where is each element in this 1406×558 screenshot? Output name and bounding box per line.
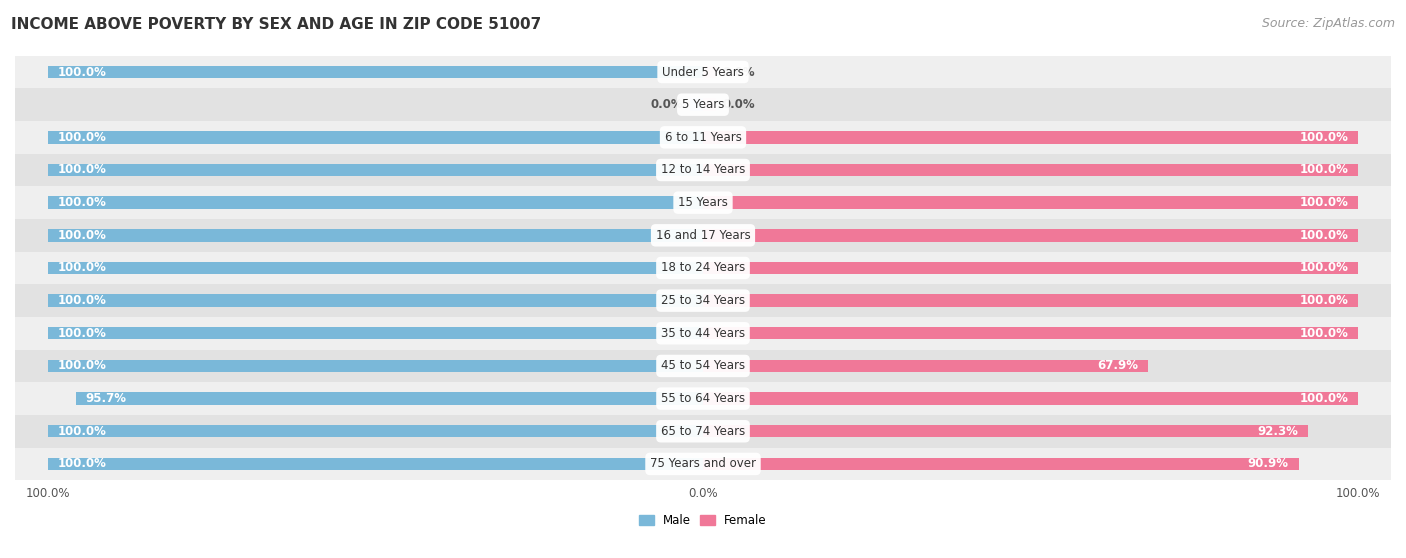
Bar — [15, 252, 1391, 285]
Bar — [15, 382, 1391, 415]
Bar — [703, 327, 1358, 339]
Bar — [703, 392, 1358, 405]
Text: 100.0%: 100.0% — [58, 359, 107, 372]
Text: 0.0%: 0.0% — [723, 65, 755, 79]
Text: 100.0%: 100.0% — [1299, 131, 1348, 144]
Text: 75 Years and over: 75 Years and over — [650, 458, 756, 470]
Bar — [15, 56, 1391, 88]
Text: 0.0%: 0.0% — [723, 98, 755, 111]
Text: 100.0%: 100.0% — [58, 294, 107, 307]
Text: 100.0%: 100.0% — [58, 163, 107, 176]
Text: 45 to 54 Years: 45 to 54 Years — [661, 359, 745, 372]
Text: 15 Years: 15 Years — [678, 196, 728, 209]
Bar — [48, 360, 703, 372]
Text: 18 to 24 Years: 18 to 24 Years — [661, 262, 745, 275]
Bar — [703, 164, 1358, 176]
Text: 100.0%: 100.0% — [1299, 327, 1348, 340]
Text: Under 5 Years: Under 5 Years — [662, 65, 744, 79]
Bar — [703, 196, 1358, 209]
Text: 100.0%: 100.0% — [58, 327, 107, 340]
Text: 67.9%: 67.9% — [1097, 359, 1137, 372]
Bar — [703, 295, 1358, 307]
Text: 0.0%: 0.0% — [651, 98, 683, 111]
Bar — [703, 98, 716, 111]
Bar — [15, 219, 1391, 252]
Text: 100.0%: 100.0% — [58, 65, 107, 79]
Bar — [48, 327, 703, 339]
Bar — [703, 131, 1358, 143]
Text: 6 to 11 Years: 6 to 11 Years — [665, 131, 741, 144]
Text: 5 Years: 5 Years — [682, 98, 724, 111]
Bar — [703, 66, 716, 78]
Bar — [15, 121, 1391, 153]
Bar — [15, 448, 1391, 480]
Text: 100.0%: 100.0% — [1299, 294, 1348, 307]
Bar — [703, 262, 1358, 274]
Bar — [703, 425, 1308, 437]
Text: 100.0%: 100.0% — [58, 425, 107, 438]
Bar — [48, 425, 703, 437]
Text: 16 and 17 Years: 16 and 17 Years — [655, 229, 751, 242]
Bar — [48, 164, 703, 176]
Bar — [15, 186, 1391, 219]
Text: Source: ZipAtlas.com: Source: ZipAtlas.com — [1261, 17, 1395, 30]
Text: 100.0%: 100.0% — [1299, 392, 1348, 405]
Text: 35 to 44 Years: 35 to 44 Years — [661, 327, 745, 340]
Bar — [48, 458, 703, 470]
Text: 92.3%: 92.3% — [1257, 425, 1298, 438]
Bar — [703, 458, 1299, 470]
Text: 100.0%: 100.0% — [1299, 163, 1348, 176]
Text: 100.0%: 100.0% — [58, 131, 107, 144]
Bar — [48, 229, 703, 242]
Bar — [15, 350, 1391, 382]
Text: 25 to 34 Years: 25 to 34 Years — [661, 294, 745, 307]
Bar — [48, 131, 703, 143]
Text: 95.7%: 95.7% — [86, 392, 127, 405]
Bar — [703, 229, 1358, 242]
Text: 65 to 74 Years: 65 to 74 Years — [661, 425, 745, 438]
Text: 100.0%: 100.0% — [58, 229, 107, 242]
Text: 55 to 64 Years: 55 to 64 Years — [661, 392, 745, 405]
Legend: Male, Female: Male, Female — [634, 509, 772, 532]
Text: 100.0%: 100.0% — [1299, 262, 1348, 275]
Text: 12 to 14 Years: 12 to 14 Years — [661, 163, 745, 176]
Bar — [15, 88, 1391, 121]
Bar — [48, 262, 703, 274]
Text: 100.0%: 100.0% — [1299, 229, 1348, 242]
Bar — [15, 415, 1391, 448]
Text: 100.0%: 100.0% — [58, 458, 107, 470]
Bar — [76, 392, 703, 405]
Text: INCOME ABOVE POVERTY BY SEX AND AGE IN ZIP CODE 51007: INCOME ABOVE POVERTY BY SEX AND AGE IN Z… — [11, 17, 541, 32]
Bar — [703, 360, 1147, 372]
Bar — [690, 98, 703, 111]
Bar — [48, 66, 703, 78]
Text: 100.0%: 100.0% — [58, 196, 107, 209]
Text: 100.0%: 100.0% — [1299, 196, 1348, 209]
Bar — [15, 317, 1391, 350]
Bar — [48, 295, 703, 307]
Bar — [15, 153, 1391, 186]
Text: 100.0%: 100.0% — [58, 262, 107, 275]
Bar — [15, 285, 1391, 317]
Bar — [48, 196, 703, 209]
Text: 90.9%: 90.9% — [1247, 458, 1289, 470]
